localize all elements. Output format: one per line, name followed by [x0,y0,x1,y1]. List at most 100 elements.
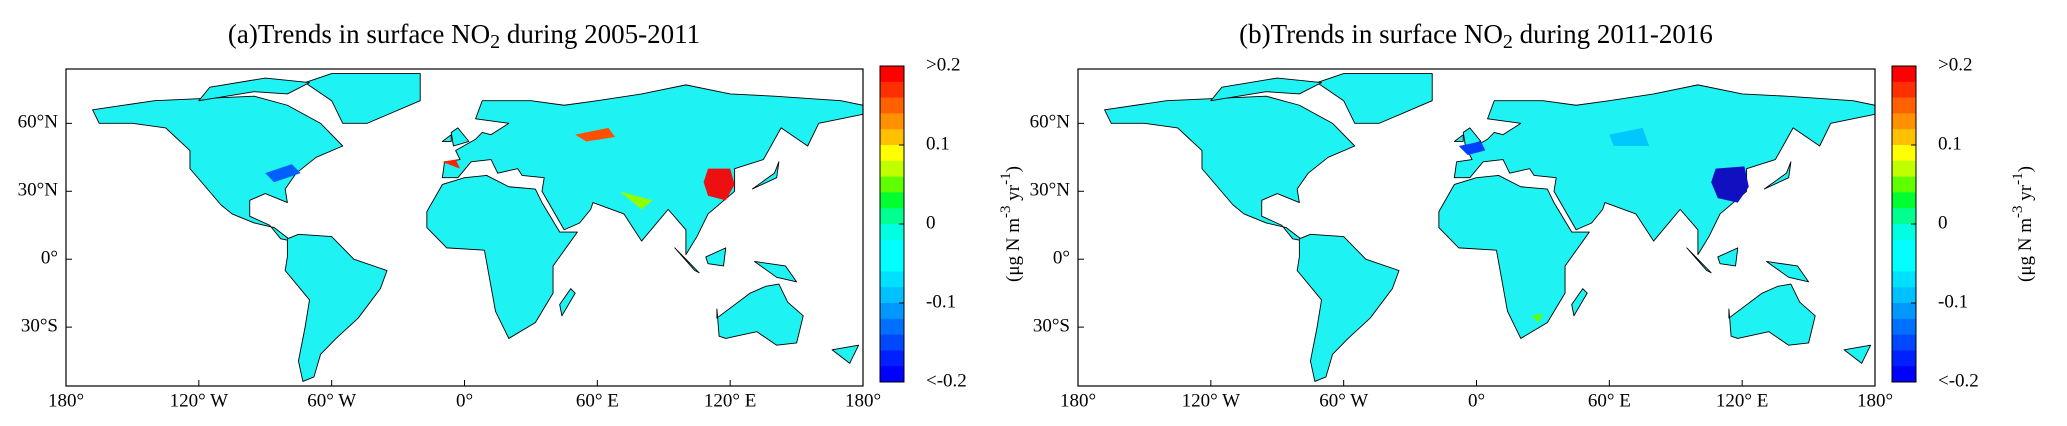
hotspot [1458,141,1486,156]
y-tick-label: 0° [41,248,58,269]
x-tick-label: 180° [48,390,84,411]
colorbar-band [880,255,904,272]
colorbar-band [1892,113,1916,130]
title-subscript: 2 [490,31,500,53]
colorbar-band [880,239,904,257]
x-tick-label: 0° [1468,390,1485,411]
label-text: ) [1003,166,1024,172]
colorbar-band [880,145,904,162]
colorbar-band [1892,239,1916,257]
label-text: yr [2015,184,2036,205]
x-tick-label: 120° W [1182,390,1241,411]
panel-title: (b)Trends in surface NO2 during 2011-201… [1239,19,1713,52]
title-text: during 2005-2011 [500,19,700,49]
colorbar-band [880,81,904,99]
title-subscript: 2 [1503,31,1513,53]
colorbar-band [880,129,904,146]
hotspot [1711,166,1749,203]
colorbar-band [880,66,904,83]
colorbar-band [1892,208,1916,225]
x-tick-label: 120° E [1716,390,1768,411]
colorbar-band [880,160,904,178]
label-text: ) [2015,166,2036,172]
map-area [1103,72,1875,383]
colorbar-band [880,334,904,351]
panel-title: (a)Trends in surface NO2 during 2005-201… [228,19,700,52]
hotspots [265,127,735,210]
continents [91,72,863,383]
colorbar-band [880,97,904,114]
colorbar-band [880,113,904,130]
colorbar-band [1892,366,1916,383]
colorbar-band [880,271,904,288]
x-tick-label: 120° W [170,390,229,411]
colorbar-band [1892,192,1916,209]
label-superscript: -3 [998,205,1014,218]
x-tick-label: 60° E [576,390,619,411]
hotspot [703,168,735,201]
colorbar-band [880,176,904,193]
x-tick-label: 180° [1857,390,1893,411]
hotspot [265,164,301,183]
colorbar-band [1892,224,1916,241]
x-tick-label: 0° [456,390,473,411]
colorbar-band [880,350,904,367]
panel-b: (b)Trends in surface NO2 during 2011-201… [1077,19,1876,387]
x-tick-label: 180° [1060,390,1096,411]
label-superscript: -1 [2010,172,2026,185]
y-tick-label: 30°S [1033,315,1070,336]
x-tick-label: 60° E [1588,390,1631,411]
colorbar-band [1892,176,1916,193]
hotspot [1531,313,1543,323]
colorbar-band [1892,160,1916,178]
y-tick-label: 30°S [21,315,58,336]
title-text: (a)Trends in surface NO [228,19,490,49]
title-text: during 2011-2016 [1513,19,1713,49]
colorbar-label: (μg N m-3 yr-1) [998,166,1024,282]
colorbar-band [1892,350,1916,367]
x-tick-label: 180° [845,390,881,411]
y-tick-label: 0° [1053,248,1070,269]
map-area [91,72,863,383]
colorbar-band [880,287,904,304]
continents [1103,72,1875,383]
title-text: (b)Trends in surface NO [1239,19,1503,49]
y-tick-label: 60°N [18,112,59,133]
colorbar-band [1892,287,1916,304]
colorbar-tick-label: <-0.2 [1938,370,1979,391]
colorbar-band [880,208,904,225]
label-superscript: -1 [998,172,1014,185]
colorbar-band [1892,81,1916,99]
colorbar-tick-label: 0 [1938,212,1948,233]
colorbar-band [1892,318,1916,336]
colorbar-band [880,303,904,320]
colorbar-band [1892,271,1916,288]
hotspot [619,191,653,210]
colorbar-band [880,318,904,336]
colorbar-band [880,366,904,383]
colorbar-tick-label: >0.2 [926,54,960,75]
colorbar-band [1892,97,1916,114]
colorbar-tick-label: 0.1 [1938,133,1962,154]
y-tick-label: 60°N [1030,112,1071,133]
colorbar-band [1892,334,1916,351]
colorbar-tick-label: -0.1 [1938,291,1968,312]
colorbar-tick-label: >0.2 [1938,54,1972,75]
label-text: (μg N m [2015,218,2036,282]
y-tick-label: 30°N [1030,180,1071,201]
colorbar-band [1892,255,1916,272]
colorbar-band [1892,145,1916,162]
colorbar-band [1892,303,1916,320]
colorbar-tick-label: 0.1 [926,133,950,154]
colorbar-tick-label: -0.1 [926,291,956,312]
hotspot [442,159,461,169]
hotspots [1458,127,1749,323]
colorbar-band [880,224,904,241]
colorbar-label: (μg N m-3 yr-1) [2010,166,2036,282]
x-tick-label: 120° E [704,390,756,411]
hotspot [575,127,616,142]
x-tick-label: 60° W [307,390,356,411]
colorbar-band [880,192,904,209]
hotspot [1609,127,1650,147]
